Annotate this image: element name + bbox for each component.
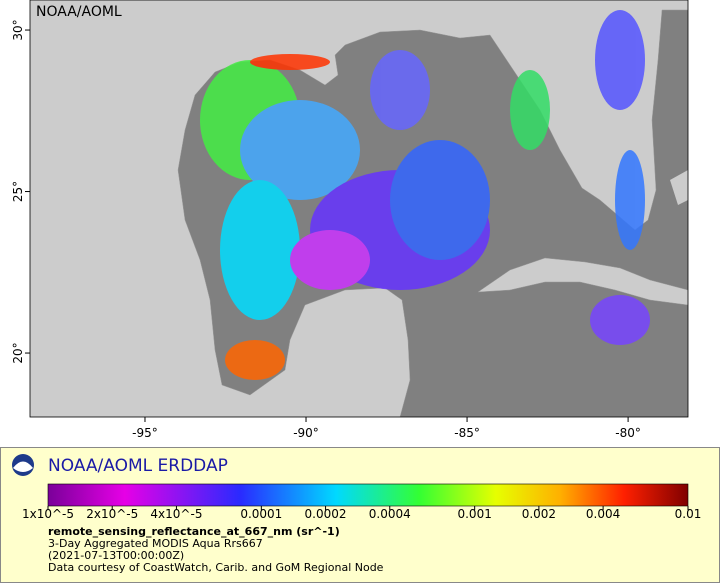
axes: -95° -90° -85° -80° 20° 25° 30° [11,19,641,440]
colorbar-tick-label: 0.002 [522,507,556,521]
land-bahamas [670,170,688,205]
colorbar-tick-label: 0.004 [586,507,620,521]
land-cuba [477,257,688,306]
x-tick-label: -95° [132,426,158,440]
data-patch [240,100,360,200]
data-patch [510,70,550,150]
colorbar-tick-label: 0.0004 [369,507,411,521]
x-tick-label: -80° [615,426,641,440]
data-patch [590,295,650,345]
watermark: NOAA/AOML [36,4,122,20]
legend-panel [0,447,720,583]
time-label: (2021-07-13T00:00:00Z) [48,549,184,562]
y-tick-label: 20° [11,342,25,363]
map-area: NOAA/AOML [30,0,688,417]
data-patch [250,54,330,70]
colorbar-tick-label: 1x10^-5 [22,507,74,521]
colorbar-tick-label: 2x10^-5 [86,507,138,521]
map-frame [29,0,689,418]
data-patch [290,230,370,290]
colorbar-tick-label: 4x10^-5 [150,507,202,521]
data-patch [595,10,645,110]
variable-name: remote_sensing_reflectance_at_667_nm (sr… [48,525,340,538]
colorbar [47,483,689,507]
noaa-logo-gull [13,461,33,472]
colorbar-tick-label: 0.001 [457,507,491,521]
colorbar-tick-label: 0.0002 [305,507,347,521]
data-patch [390,140,490,260]
x-tick-label: -90° [293,426,319,440]
y-tick-label: 30° [11,19,25,40]
dataset-title: 3-Day Aggregated MODIS Aqua Rrs667 [48,537,263,550]
y-tick-label: 25° [11,181,25,202]
credit: Data courtesy of CoastWatch, Carib. and … [48,561,384,574]
colorbar-tick-label: 0.01 [675,507,702,521]
x-tick-label: -85° [454,426,480,440]
data-patch [370,50,430,130]
colorbar-tick-label: 0.0001 [240,507,282,521]
data-patch [220,180,300,320]
data-patch [225,340,285,380]
colorbar-axis: 1x10^-5 2x10^-5 4x10^-5 0.0001 0.0002 0.0004 0… [22,506,701,521]
data-patch [615,150,645,250]
data-swath [200,10,650,380]
legend-title: NOAA/AOML ERDDAP [48,456,228,476]
